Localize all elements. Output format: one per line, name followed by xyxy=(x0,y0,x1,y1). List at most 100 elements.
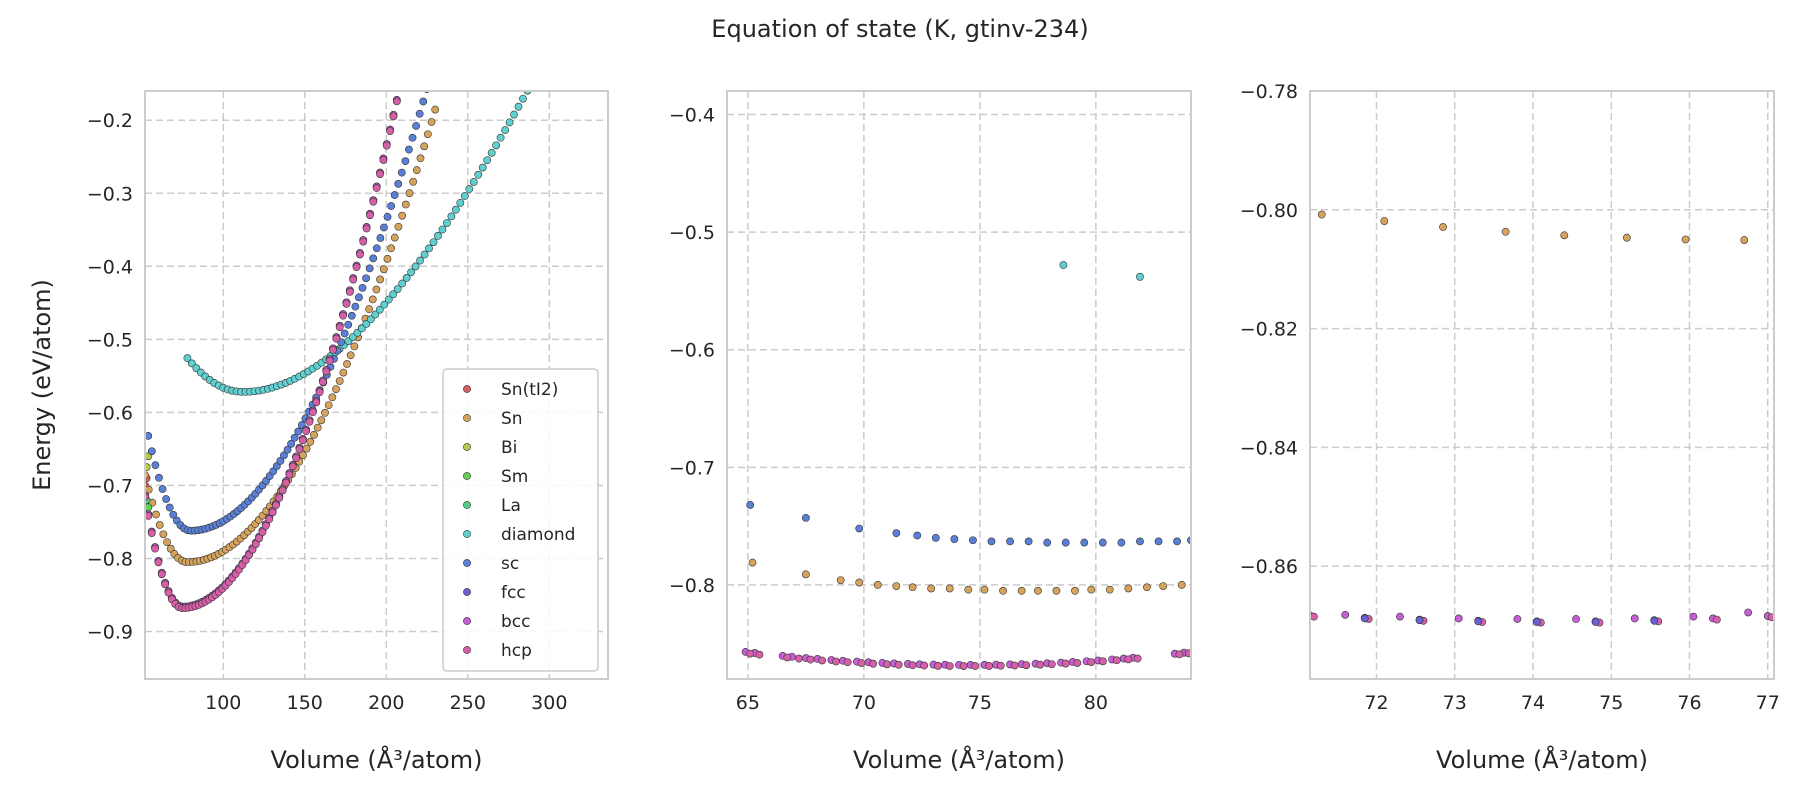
data-point xyxy=(746,649,755,658)
data-point xyxy=(430,60,437,67)
data-point xyxy=(390,191,399,199)
x-tick-label: 65 xyxy=(736,692,760,714)
x-tick-label: 75 xyxy=(1599,692,1623,714)
data-point xyxy=(1033,586,1042,595)
data-point xyxy=(434,47,441,54)
data-point xyxy=(164,588,173,597)
data-point xyxy=(415,109,424,118)
data-point xyxy=(429,238,438,247)
data-point xyxy=(339,368,348,377)
data-point xyxy=(1177,581,1186,589)
data-point xyxy=(1024,537,1033,546)
series-fcc xyxy=(1360,614,1659,626)
data-point xyxy=(908,661,917,670)
data-point xyxy=(987,537,996,546)
data-point xyxy=(380,300,389,309)
data-point xyxy=(945,662,954,670)
data-point xyxy=(401,200,410,209)
data-point xyxy=(460,192,469,200)
data-point xyxy=(483,156,492,165)
data-point xyxy=(382,141,391,150)
data-point xyxy=(1010,661,1019,670)
data-point xyxy=(1047,660,1056,669)
data-point xyxy=(365,264,374,273)
data-point xyxy=(818,656,827,665)
data-point xyxy=(1105,585,1114,594)
chart-panel-2: 65 70 75 80 −0.4 −0.5 −0.6 −0.7 −0.8 Volume (Å³/a… xyxy=(669,90,1192,774)
data-point xyxy=(1501,227,1510,236)
data-point xyxy=(390,233,399,242)
data-point xyxy=(283,445,292,454)
data-point xyxy=(419,97,428,106)
data-point xyxy=(272,501,280,510)
data-point xyxy=(151,544,159,553)
data-point xyxy=(1061,659,1070,668)
data-point xyxy=(401,157,410,166)
data-point xyxy=(1143,583,1151,592)
data-point xyxy=(492,141,501,150)
data-point xyxy=(425,244,433,253)
data-point xyxy=(465,185,474,193)
data-point xyxy=(795,654,803,663)
data-point xyxy=(407,268,416,277)
data-point xyxy=(505,118,514,127)
data-point xyxy=(397,83,404,90)
data-point xyxy=(1560,231,1569,240)
data-point xyxy=(1073,659,1082,667)
data-point xyxy=(519,94,527,103)
x-axis-label: Volume (Å³/atom) xyxy=(1436,745,1648,774)
data-point xyxy=(386,127,395,135)
data-point xyxy=(343,360,351,368)
x-tick-label: 80 xyxy=(1084,692,1108,714)
legend-label: sc xyxy=(501,554,519,574)
data-point xyxy=(1650,616,1659,625)
data-point xyxy=(405,145,413,154)
data-point xyxy=(248,545,257,554)
legend-box xyxy=(442,368,599,672)
x-tick-label: 300 xyxy=(531,692,567,714)
y-tick-label: −0.6 xyxy=(669,340,715,362)
data-point xyxy=(355,293,363,302)
data-point xyxy=(410,20,417,27)
x-tick-label: 77 xyxy=(1756,692,1780,714)
data-point xyxy=(869,659,878,668)
data-point xyxy=(265,515,274,524)
data-point xyxy=(1036,660,1045,669)
data-point xyxy=(985,662,994,670)
data-point xyxy=(1022,661,1031,670)
series-Sn xyxy=(145,105,440,567)
legend-label: diamond xyxy=(501,525,575,545)
data-point xyxy=(806,655,815,664)
data-point xyxy=(1117,538,1126,547)
data-point xyxy=(1310,612,1318,621)
data-point xyxy=(573,0,580,1)
data-point xyxy=(162,495,171,503)
figure-title: Equation of state (K, gtinv-234) xyxy=(711,15,1088,43)
data-point xyxy=(411,262,420,271)
data-point xyxy=(369,197,378,206)
legend-marker xyxy=(463,443,471,451)
series-Sn xyxy=(748,558,1186,595)
data-point xyxy=(964,585,973,594)
data-point xyxy=(487,148,496,157)
data-point xyxy=(1087,658,1096,666)
data-point xyxy=(335,377,344,385)
x-tick-label: 72 xyxy=(1364,692,1388,714)
data-point xyxy=(335,323,344,332)
data-point xyxy=(1630,614,1639,623)
data-point xyxy=(1396,612,1404,621)
data-point xyxy=(1415,616,1424,625)
x-tick-label: 200 xyxy=(368,692,404,714)
data-point xyxy=(496,133,505,142)
data-point xyxy=(393,285,402,293)
data-point xyxy=(400,66,407,73)
data-point xyxy=(371,310,380,319)
data-point xyxy=(843,658,852,667)
data-point xyxy=(1767,613,1774,622)
data-point xyxy=(362,274,370,283)
data-point xyxy=(169,510,178,519)
legend-label: Sn xyxy=(501,409,523,429)
data-point xyxy=(1513,615,1522,623)
data-points xyxy=(1310,210,1774,627)
data-point xyxy=(413,2,420,9)
